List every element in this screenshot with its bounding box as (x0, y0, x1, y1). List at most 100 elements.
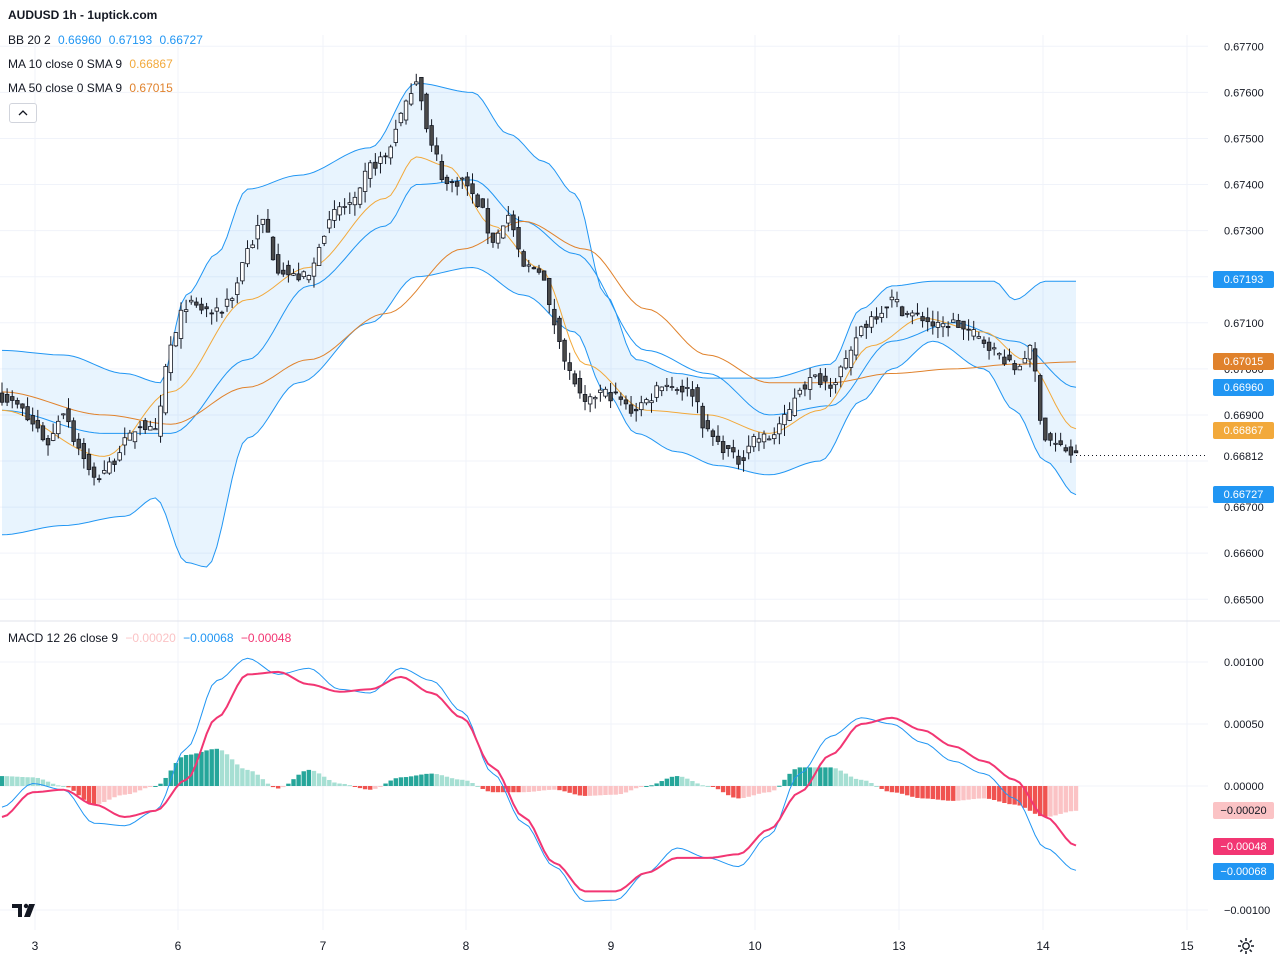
legend-macd-v3: −0.00048 (240, 631, 292, 645)
macd-histogram-bar (45, 781, 51, 786)
candle-body (894, 298, 900, 303)
candle-body (408, 93, 414, 105)
candle-body (444, 176, 450, 185)
macd-histogram-bar (848, 776, 854, 786)
candle-body (889, 296, 895, 301)
macd-histogram-bar (577, 786, 583, 796)
macd-histogram-bar (521, 786, 526, 793)
tradingview-logo-icon[interactable] (10, 900, 38, 920)
macd-histogram-bar (828, 767, 833, 786)
candle-body (270, 236, 276, 261)
candle-body (991, 347, 997, 350)
candle-body (250, 244, 255, 248)
macd-histogram-bar (731, 786, 736, 798)
macd-histogram-bar (35, 777, 40, 786)
candle-body (516, 227, 521, 250)
macd-histogram-bar (971, 786, 976, 800)
candle-body (1068, 446, 1074, 456)
candle-body (434, 145, 439, 155)
candle-body (981, 339, 987, 344)
candle-body (843, 358, 849, 369)
macd-histogram-bar (296, 774, 301, 786)
macd-histogram-bar (951, 786, 956, 801)
macd-histogram-bar (475, 786, 480, 787)
time-axis-tick-label: 15 (1180, 939, 1194, 953)
macd-histogram-bar (357, 786, 363, 789)
candle-body (997, 353, 1002, 356)
candle-body (183, 309, 189, 312)
candle-body (102, 470, 107, 474)
macd-histogram-bar (649, 785, 654, 787)
candle-body (715, 435, 721, 442)
macd-histogram-bar (301, 771, 306, 786)
macd-histogram-bar (812, 767, 818, 786)
macd-histogram-bar (102, 786, 107, 803)
macd-histogram-bar (869, 783, 874, 786)
macd-histogram-bar (623, 786, 629, 793)
legend-ma50: MA 50 close 0 SMA 9 0.67015 (8, 81, 177, 95)
settings-gear-icon[interactable] (1236, 936, 1256, 956)
macd-histogram-bar (30, 777, 35, 786)
candle-body (424, 93, 429, 130)
legend-ma10-label: MA 10 close 0 SMA 9 (8, 57, 123, 71)
candle-body (189, 299, 194, 303)
collapse-legend-button[interactable] (9, 103, 37, 123)
macd-histogram-bar (183, 755, 189, 786)
macd-histogram-bar (766, 786, 772, 793)
macd-histogram-bar (56, 785, 61, 787)
macd-histogram-bar (552, 786, 557, 790)
macd-histogram-bar (275, 786, 281, 789)
macd-histogram-bar (229, 759, 235, 786)
candle-body (536, 268, 542, 273)
candle-body (772, 434, 777, 440)
macd-histogram-bar (1022, 786, 1028, 808)
candle-body (1027, 344, 1033, 360)
candle-body (925, 317, 930, 323)
macd-histogram-bar (669, 776, 675, 786)
macd-histogram-bar (173, 763, 179, 786)
candle-body (332, 209, 337, 221)
price-label-ma-10: 0.66867 (1224, 425, 1264, 437)
macd-histogram-bar (265, 783, 271, 786)
candle-body (976, 336, 982, 339)
candle-body (613, 391, 618, 394)
candle-body (905, 312, 910, 315)
macd-histogram-bar (260, 779, 266, 786)
candle-body (219, 311, 225, 314)
macd-histogram-bar (838, 770, 843, 786)
candle-body (766, 438, 772, 441)
candle-body (751, 436, 756, 448)
price-axis-tick-label: 0.66900 (1224, 410, 1264, 422)
price-label-bb-basis: 0.66960 (1224, 382, 1264, 394)
ma50-line (1, 220, 1077, 425)
candle-body (204, 306, 209, 310)
candle-body (50, 433, 56, 441)
macd-histogram-bar (209, 749, 214, 786)
candle-body (495, 232, 501, 244)
macd-axis-tick-label: 0.00050 (1224, 719, 1264, 731)
macd-histogram-bar (71, 786, 76, 791)
macd-histogram-bar (1048, 786, 1053, 817)
time-axis-tick-label: 10 (748, 939, 762, 953)
candle-body (879, 312, 884, 318)
candle-body (255, 225, 260, 240)
macd-histogram-bar (986, 786, 992, 799)
candle-body (81, 443, 87, 460)
price-label-last: 0.66812 (1224, 451, 1264, 463)
macd-histogram-bar (705, 786, 710, 787)
macd-histogram-bar (516, 786, 521, 793)
candle-body (337, 206, 342, 216)
macd-histogram-bar (419, 774, 424, 786)
candle-body (746, 445, 751, 454)
candle-body (797, 389, 803, 395)
macd-axis-tick-label: −0.00100 (1224, 905, 1270, 917)
macd-histogram-bar (547, 786, 552, 790)
macd-histogram-bar (373, 786, 378, 789)
candle-body (214, 307, 219, 312)
candle-body (920, 316, 925, 322)
candle-body (633, 408, 639, 412)
macd-histogram-bar (485, 786, 491, 792)
macd-histogram-bar (940, 786, 946, 801)
candle-body (547, 278, 552, 305)
